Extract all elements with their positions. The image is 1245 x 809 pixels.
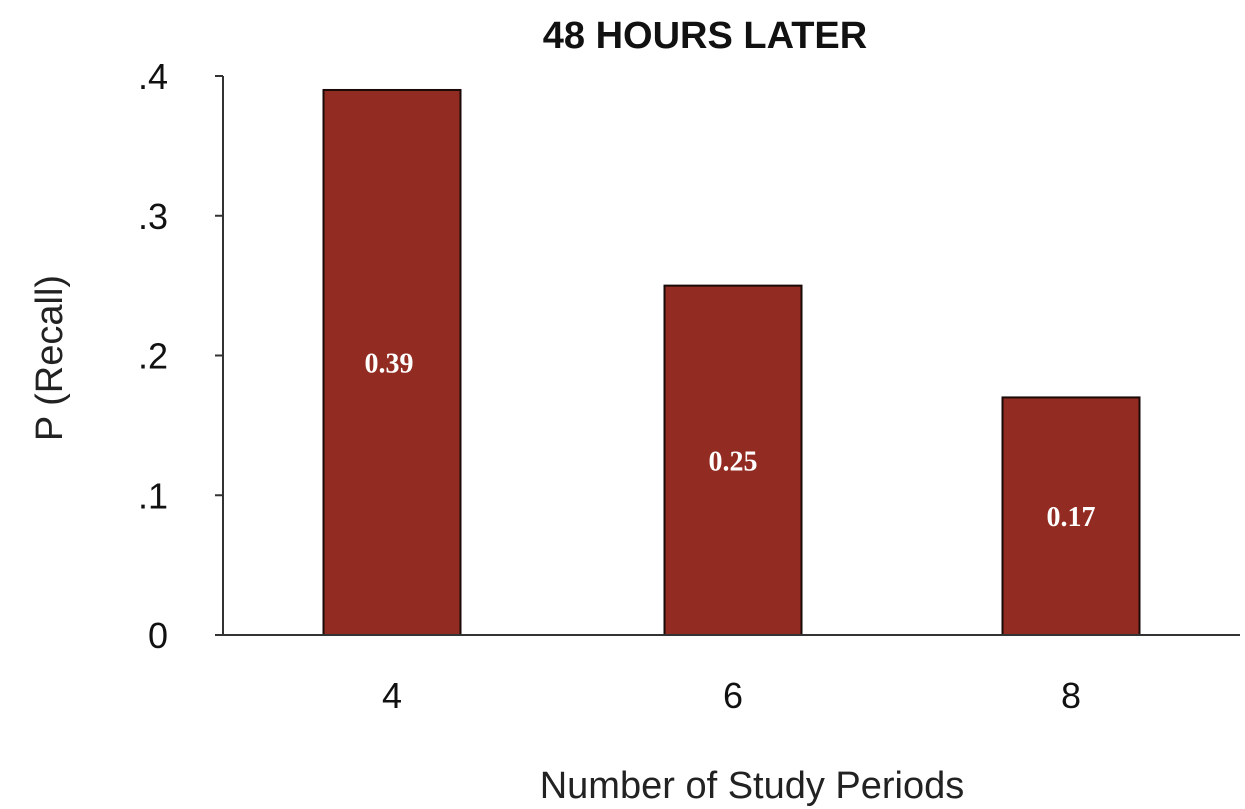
- data-labels: 0.39 0.25 0.17: [365, 348, 1096, 533]
- chart-title: 48 HOURS LATER: [543, 15, 867, 57]
- x-tick-label-8: 8: [1061, 675, 1081, 716]
- x-tick-label-6: 6: [723, 675, 743, 716]
- y-tick-label: .4: [138, 56, 168, 97]
- y-tick-label: .2: [138, 336, 168, 377]
- data-label-6: 0.25: [709, 446, 758, 477]
- x-axis-label: Number of Study Periods: [540, 765, 965, 807]
- data-label-8: 0.17: [1047, 502, 1096, 533]
- bar-4: [322, 88, 462, 637]
- data-label-4: 0.39: [365, 348, 414, 379]
- x-axis-tick-labels: 4 6 8: [382, 675, 1081, 716]
- y-axis-ticks: 0 .1 .2 .3 .4: [138, 56, 223, 656]
- y-tick-label: 0: [148, 615, 168, 656]
- y-tick-label: .1: [138, 475, 168, 516]
- bar-8: [1001, 396, 1141, 636]
- x-tick-label-4: 4: [382, 675, 402, 716]
- bars: [322, 88, 1141, 637]
- y-tick-label: .3: [138, 196, 168, 237]
- y-axis-label: P (Recall): [29, 275, 71, 441]
